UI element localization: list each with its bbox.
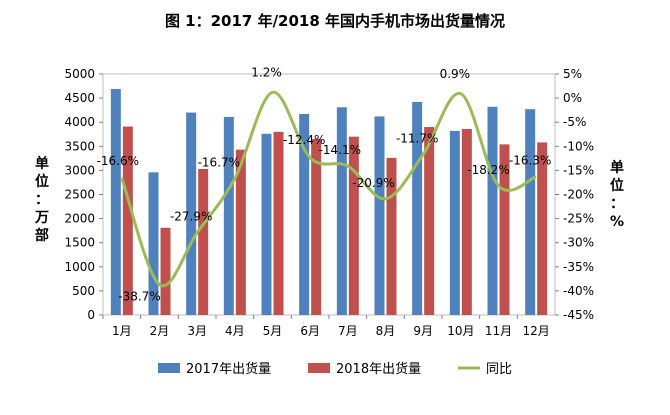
y-right-axis-title-char: 单: [610, 159, 624, 176]
x-tick-label: 3月: [187, 324, 207, 338]
y-right-tick-label: -25%: [563, 212, 594, 226]
bar-2017: [110, 88, 121, 315]
legend-label: 2018年出货量: [336, 361, 421, 377]
bar-2018: [461, 128, 472, 315]
y-right-tick-label: -30%: [563, 236, 594, 250]
y-right-axis-title-char: ：: [610, 196, 624, 212]
bar-2017: [299, 114, 310, 315]
bar-2018: [273, 131, 284, 315]
bar-2018: [198, 168, 209, 315]
x-tick-label: 4月: [225, 324, 245, 338]
yoy-data-label: -38.7%: [118, 290, 160, 304]
bar-2017: [487, 106, 498, 315]
yoy-data-label: -11.7%: [396, 131, 438, 145]
y-left-tick-label: 2500: [64, 188, 95, 202]
bar-2017: [449, 130, 460, 315]
yoy-data-label: -20.9%: [352, 176, 394, 190]
legend-swatch: [158, 363, 180, 373]
bar-2017: [261, 133, 272, 315]
y-left-axis-title-char: 万: [34, 210, 49, 226]
bar-2018: [160, 227, 171, 315]
y-right-tick-label: -10%: [563, 139, 594, 153]
bar-2018: [386, 157, 397, 315]
x-tick-label: 7月: [338, 324, 358, 338]
bar-2018: [499, 144, 510, 315]
x-tick-label: 12月: [523, 324, 550, 338]
y-right-tick-label: -15%: [563, 163, 594, 177]
y-left-tick-label: 3000: [64, 163, 95, 177]
y-right-axis-title-char: 位: [610, 177, 624, 194]
bar-2017: [412, 101, 423, 316]
y-left-tick-label: 2000: [64, 212, 95, 226]
y-left-tick-label: 4500: [64, 91, 95, 105]
yoy-data-label: -16.3%: [509, 154, 551, 168]
bar-2017: [223, 116, 234, 315]
yoy-data-label: -12.4%: [283, 133, 325, 147]
yoy-data-label: -14.1%: [319, 143, 361, 157]
y-left-axis-title-char: 单: [35, 155, 49, 172]
yoy-data-label: -16.7%: [198, 156, 240, 170]
y-left-tick-label: 1500: [64, 236, 95, 250]
bar-2018: [348, 136, 359, 315]
y-left-axis-title-char: 位: [35, 173, 49, 190]
y-left-tick-label: 5000: [64, 67, 95, 81]
legend-label: 2017年出货量: [186, 361, 271, 377]
bar-2018: [311, 139, 322, 315]
x-tick-label: 6月: [300, 324, 320, 338]
bar-2017: [525, 109, 536, 315]
bar-2017: [336, 107, 347, 316]
y-left-tick-label: 1000: [64, 260, 95, 274]
y-right-tick-label: 5%: [563, 67, 582, 81]
x-tick-label: 9月: [413, 324, 433, 338]
chart-title: 图 1：2017 年/2018 年国内手机市场出货量情况: [164, 12, 506, 30]
yoy-data-label: -27.9%: [170, 210, 212, 224]
bar-2017: [148, 172, 159, 315]
yoy-data-label: -16.6%: [97, 154, 139, 168]
bar-2018: [122, 126, 133, 316]
y-right-tick-label: 0%: [563, 91, 582, 105]
yoy-data-label: -18.2%: [467, 163, 509, 177]
y-right-axis-title-char: %: [610, 214, 624, 230]
y-right-tick-label: -45%: [563, 308, 594, 322]
y-right-tick-label: -40%: [563, 284, 594, 298]
yoy-data-label: 0.9%: [440, 67, 471, 81]
x-tick-label: 10月: [447, 324, 474, 338]
y-left-tick-label: 3500: [64, 139, 95, 153]
x-tick-label: 11月: [485, 324, 512, 338]
y-left-axis-title-char: 部: [35, 227, 49, 244]
yoy-line: [120, 90, 537, 288]
x-tick-label: 2月: [150, 324, 170, 338]
y-left-tick-label: 500: [72, 284, 95, 298]
x-tick-label: 8月: [376, 324, 396, 338]
bar-2018: [424, 127, 435, 316]
y-right-tick-label: -20%: [563, 188, 594, 202]
legend-swatch: [308, 363, 330, 373]
x-tick-label: 1月: [112, 324, 132, 338]
legend-label: 同比: [486, 362, 512, 377]
y-left-tick-label: 4000: [64, 115, 95, 129]
yoy-data-label: 1.2%: [251, 65, 282, 79]
y-right-tick-label: -5%: [563, 115, 586, 129]
y-left-tick-label: 0: [87, 308, 95, 322]
x-tick-label: 5月: [263, 324, 283, 338]
bar-2017: [186, 112, 197, 315]
y-right-tick-label: -35%: [563, 260, 594, 274]
bar-2018: [235, 149, 246, 315]
y-left-axis-title-char: ：: [35, 192, 49, 208]
bar-2017: [374, 116, 385, 315]
bar-2018: [537, 142, 548, 315]
